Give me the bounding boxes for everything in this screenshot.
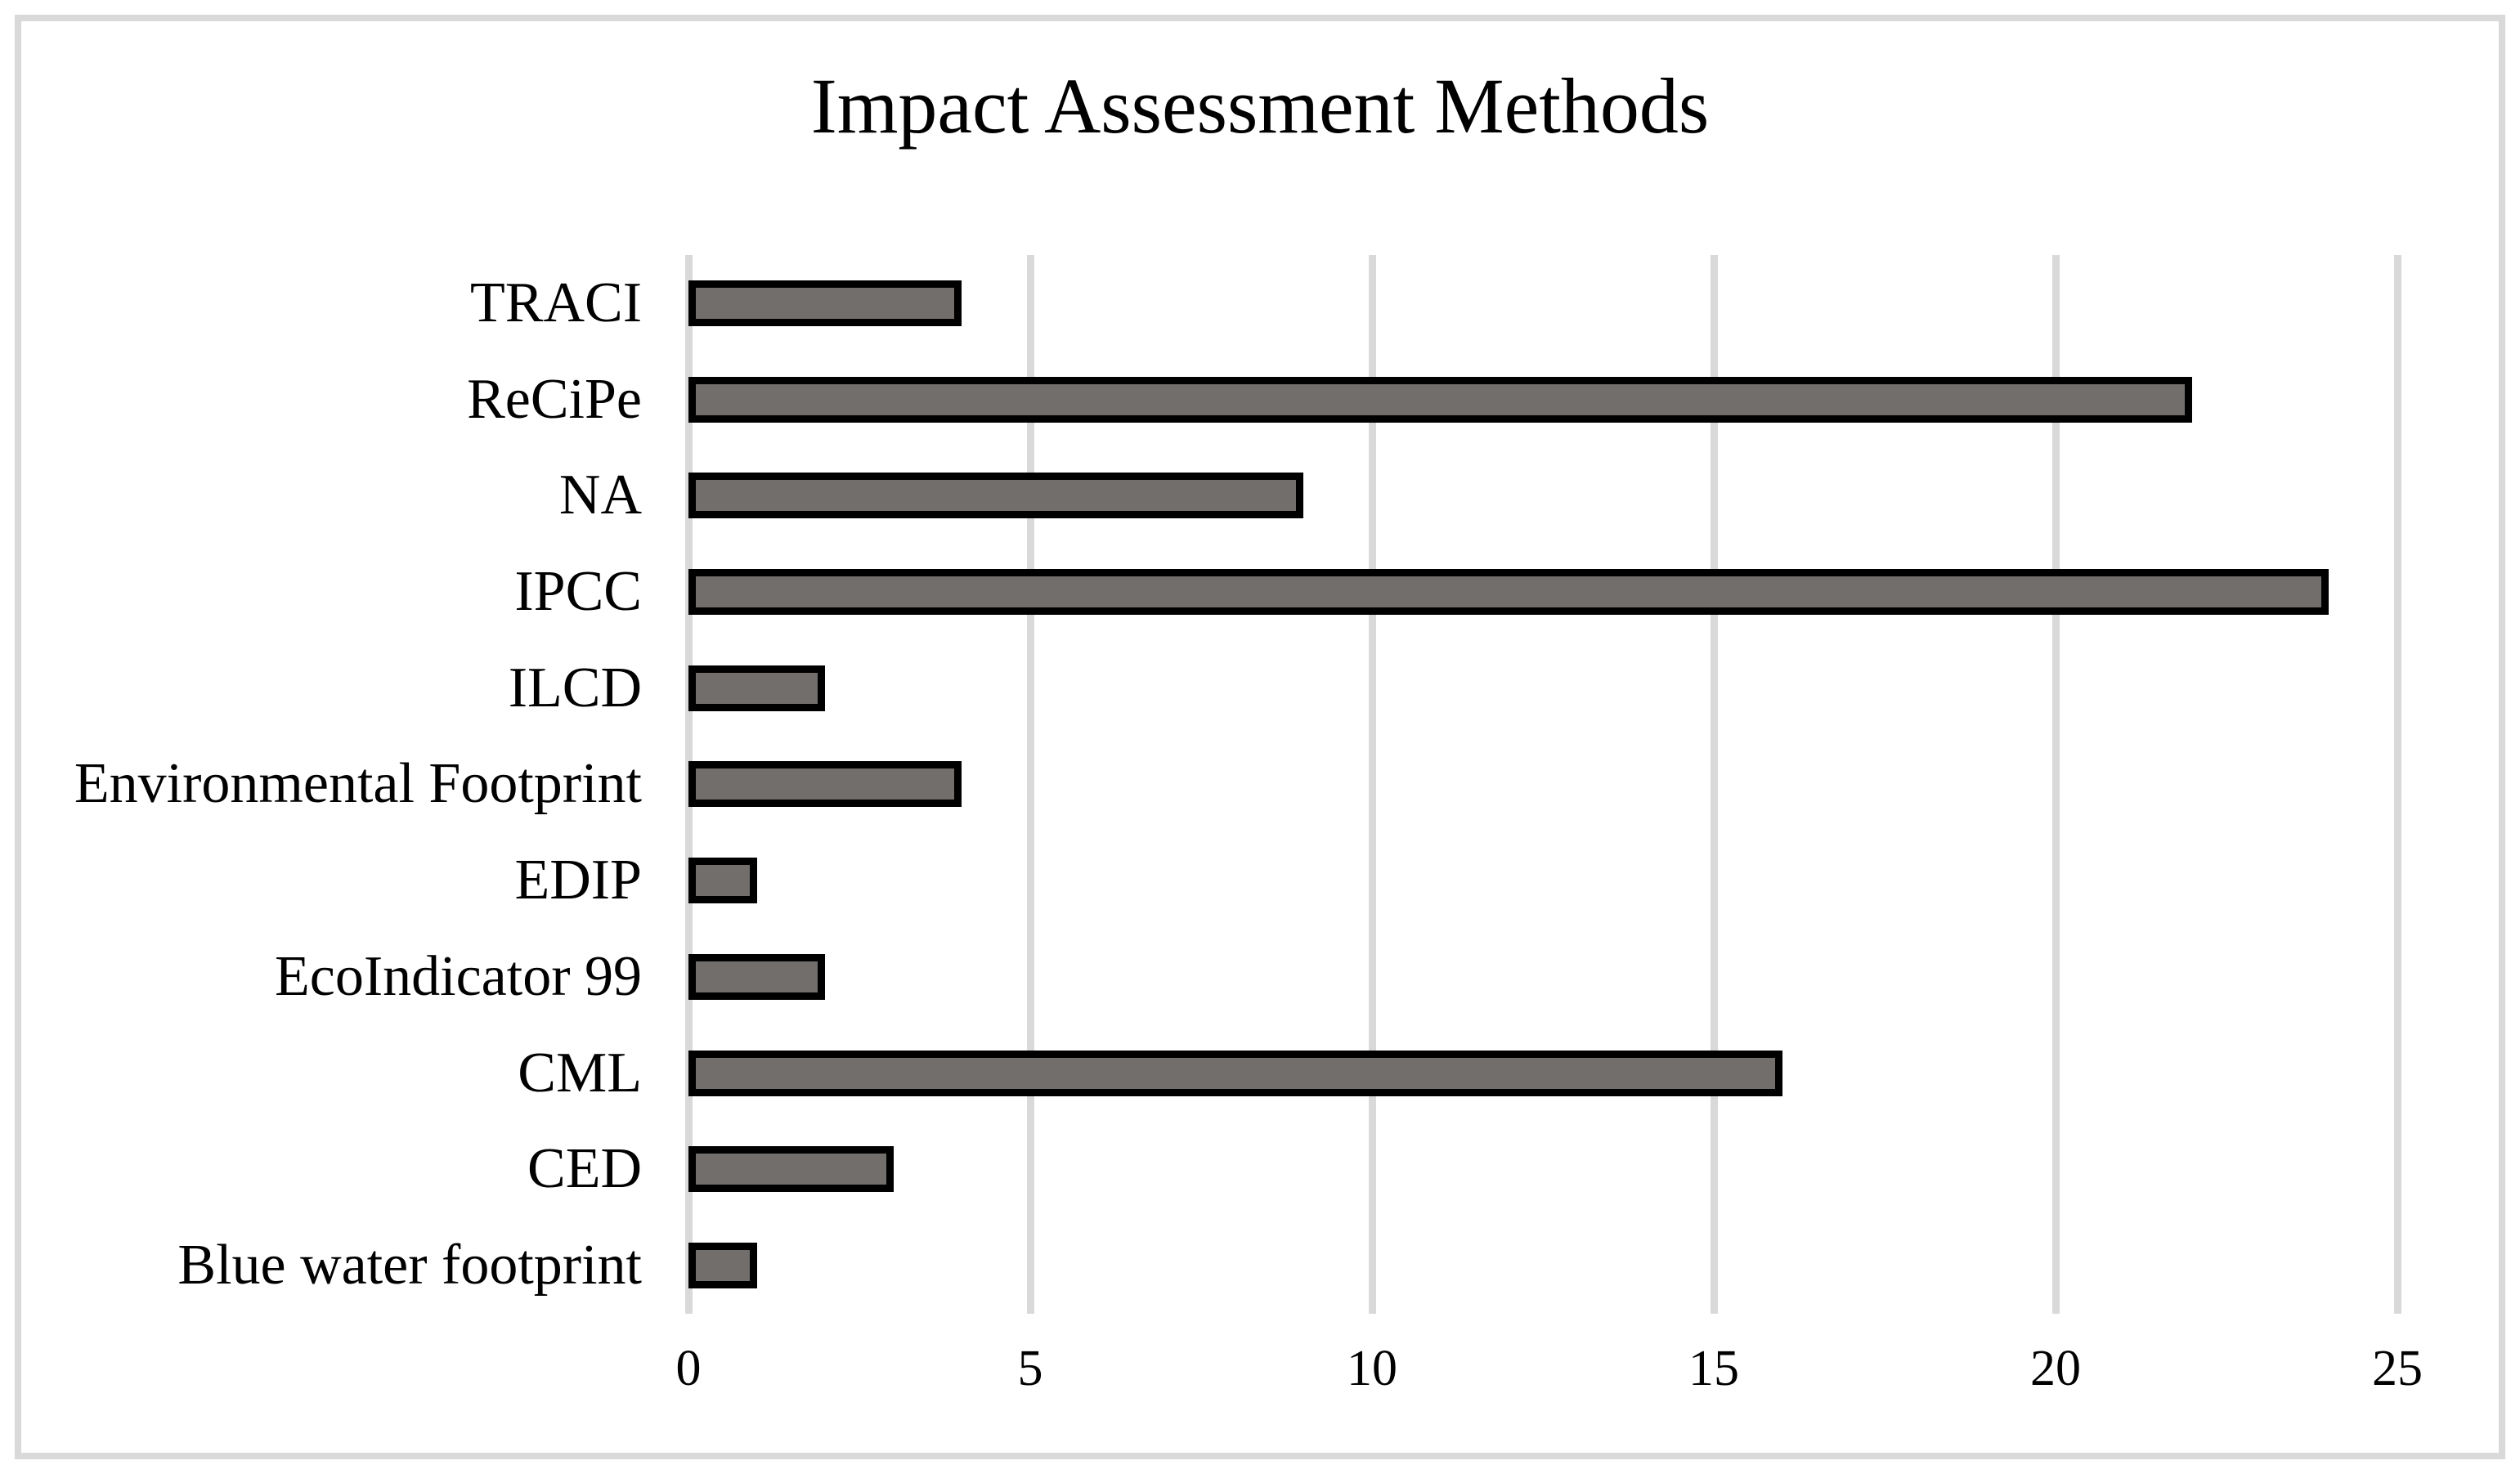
- category-label-row: ILCD: [0, 640, 642, 737]
- category-label-row: Environmental Footprint: [0, 737, 642, 833]
- bar-ecoindicator-99: [688, 953, 826, 1000]
- category-label: CED: [527, 1137, 642, 1201]
- category-label: EDIP: [514, 849, 642, 912]
- bar-ilcd: [688, 665, 826, 711]
- x-tick-label: 5: [1017, 1341, 1043, 1396]
- bar-row: [688, 1122, 2397, 1218]
- x-tick-label: 25: [2372, 1341, 2423, 1396]
- category-label-row: IPCC: [0, 544, 642, 640]
- bar-edip: [688, 858, 757, 904]
- category-label-row: CML: [0, 1025, 642, 1122]
- bar-row: [688, 447, 2397, 544]
- category-axis-labels: TRACI ReCiPe NA IPCC ILCD Environmental Footp…: [0, 255, 642, 1314]
- category-label-row: ReCiPe: [0, 352, 642, 448]
- category-label: ILCD: [508, 656, 642, 719]
- chart-title: Impact Assessment Methods: [810, 62, 1710, 150]
- bar-blue-water-footprint: [688, 1243, 757, 1289]
- bar-recipe: [688, 376, 2193, 423]
- bar-row: [688, 544, 2397, 640]
- category-label-row: EDIP: [0, 832, 642, 929]
- x-tick-label: 15: [1688, 1341, 1739, 1396]
- category-label-row: CED: [0, 1122, 642, 1218]
- bar-row: [688, 832, 2397, 929]
- gridline-x-10: [1368, 255, 1376, 1314]
- category-label-row: Blue water footprint: [0, 1217, 642, 1314]
- bar-ced: [688, 1146, 894, 1193]
- category-label: Blue water footprint: [177, 1234, 642, 1297]
- bar-row: [688, 640, 2397, 737]
- gridline-x-5: [1026, 255, 1034, 1314]
- bar-row: [688, 737, 2397, 833]
- category-label: Environmental Footprint: [74, 752, 642, 816]
- category-label-row: EcoIndicator 99: [0, 929, 642, 1025]
- bar-na: [688, 473, 1304, 519]
- x-tick-label: 0: [675, 1341, 702, 1396]
- x-axis-tick-labels: 0 5 10 15 20 25: [0, 1341, 2520, 1414]
- x-tick-label: 10: [1347, 1341, 1397, 1396]
- bar-traci: [688, 280, 962, 326]
- gridline-x-15: [1710, 255, 1718, 1314]
- x-tick-label: 20: [2030, 1341, 2081, 1396]
- bar-ipcc: [688, 569, 2329, 616]
- bar-environmental-footprint: [688, 761, 962, 808]
- category-label-row: TRACI: [0, 255, 642, 352]
- bar-cml: [688, 1050, 1782, 1096]
- category-label-row: NA: [0, 447, 642, 544]
- gridline-x-20: [2051, 255, 2060, 1314]
- category-label: CML: [518, 1041, 642, 1104]
- plot-area: [684, 255, 2401, 1314]
- category-label: NA: [558, 464, 642, 527]
- category-label: IPCC: [514, 560, 642, 624]
- category-label: EcoIndicator 99: [275, 944, 642, 1008]
- bar-row: [688, 1025, 2397, 1122]
- bar-row: [688, 1217, 2397, 1314]
- category-label: TRACI: [470, 271, 642, 334]
- bar-row: [688, 352, 2397, 448]
- bar-row: [688, 255, 2397, 352]
- bar-row: [688, 929, 2397, 1025]
- category-label: ReCiPe: [467, 367, 642, 431]
- gridline-x-25: [2393, 255, 2401, 1314]
